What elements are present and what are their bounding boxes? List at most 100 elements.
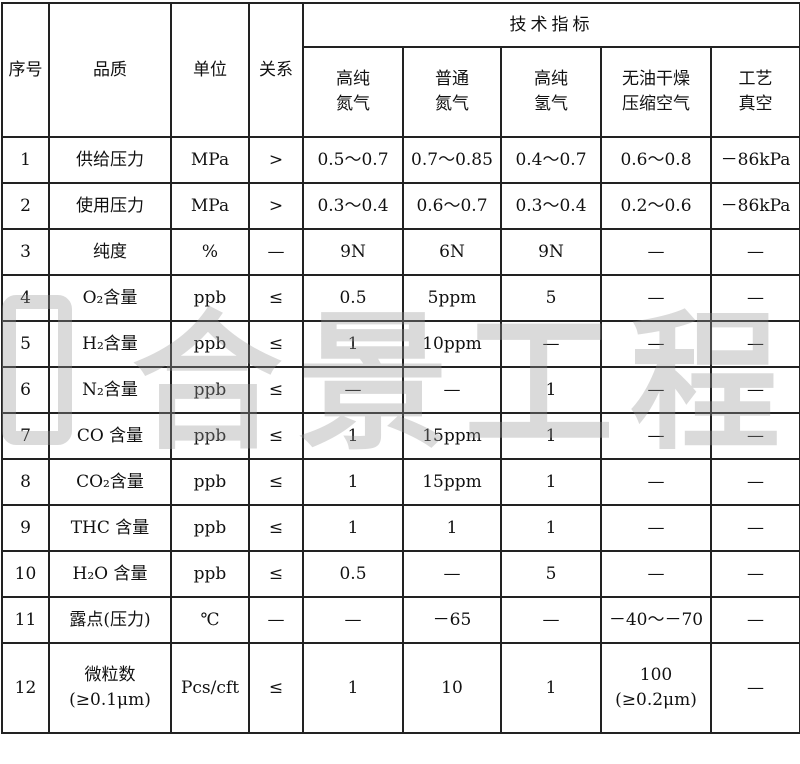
cell-value: 1 xyxy=(500,366,602,414)
table-row: 9 THC 含量 ppb ≤1 1 1— — xyxy=(1,504,800,552)
cell-rel: ≤ xyxy=(248,550,304,598)
table-row: 10 H₂O 含量 ppb ≤0.5—5— — xyxy=(1,550,800,598)
cell-item: 供给压力 xyxy=(48,136,172,184)
cell-value: －86kPa xyxy=(709,182,800,230)
cell-value: 0.3～0.4 xyxy=(302,182,404,230)
cell-rel: ≤ xyxy=(248,504,304,552)
table-row: 11 露点(压力) ℃ — — －65— －40～－70— xyxy=(1,596,800,644)
cell-rel: ≤ xyxy=(248,366,304,414)
table-row: 4 O₂含量 ppb ≤0.5 5ppm 5— — xyxy=(1,274,800,322)
header-column-line: 氮气 xyxy=(336,94,370,114)
header-column-line: 真空 xyxy=(738,94,773,114)
header-column: 高纯 氮气 xyxy=(302,46,404,138)
cell-unit: Pcs/cft xyxy=(170,642,250,734)
cell-no: 9 xyxy=(1,504,50,552)
header-column-line: 无油干燥 xyxy=(622,69,690,90)
table-row: 6 N₂含量 ppb ≤ — —1— — xyxy=(1,366,800,414)
cell-value: — xyxy=(500,320,602,368)
cell-unit: MPa xyxy=(170,136,250,184)
cell-value: — xyxy=(600,320,712,368)
cell-value: 0.2～0.6 xyxy=(600,182,712,230)
cell-no: 11 xyxy=(1,596,50,644)
cell-no: 8 xyxy=(1,458,50,506)
cell-value: — xyxy=(500,596,602,644)
cell-item-line: 微粒数 xyxy=(84,665,136,686)
cell-value: — xyxy=(709,412,800,460)
cell-unit: ppb xyxy=(170,366,250,414)
cell-rel: ≤ xyxy=(248,412,304,460)
cell-unit: % xyxy=(170,228,250,276)
cell-no: 12 xyxy=(1,642,50,734)
cell-unit: ppb xyxy=(170,504,250,552)
cell-no: 7 xyxy=(1,412,50,460)
header-column-line: 高纯 xyxy=(336,69,370,90)
cell-value: －65 xyxy=(402,596,502,644)
cell-value: — xyxy=(302,366,404,414)
cell-item: H₂O 含量 xyxy=(48,550,172,598)
cell-value: — xyxy=(600,458,712,506)
header-item: 品质 xyxy=(48,2,172,138)
cell-value: 0.3～0.4 xyxy=(500,182,602,230)
cell-value: 1 xyxy=(500,412,602,460)
cell-value: — xyxy=(302,596,404,644)
cell-value: 5 xyxy=(500,550,602,598)
cell-value: 0.5～0.7 xyxy=(302,136,404,184)
header-column: 普通 氮气 xyxy=(402,46,502,138)
cell-value: — xyxy=(600,550,712,598)
cell-value: 0.5 xyxy=(302,550,404,598)
cell-value: 10ppm xyxy=(402,320,502,368)
cell-value: －86kPa xyxy=(709,136,800,184)
cell-value: — xyxy=(709,320,800,368)
cell-value: 1 xyxy=(500,642,602,734)
cell-rel: ≤ xyxy=(248,320,304,368)
cell-unit: ℃ xyxy=(170,596,250,644)
spec-table: 序号 品质 单位 关系 技术指标 高纯 氮气 普通 氮气 高纯 氢气 无油干燥 压缩空气 工艺真… xyxy=(1,2,800,734)
cell-value: 1 xyxy=(302,458,404,506)
cell-value: — xyxy=(709,274,800,322)
header-column: 无油干燥 压缩空气 xyxy=(600,46,712,138)
cell-value: 5ppm xyxy=(402,274,502,322)
cell-value: — xyxy=(709,504,800,552)
cell-rel: ≤ xyxy=(248,642,304,734)
cell-rel: > xyxy=(248,136,304,184)
header-column-line: 普通 xyxy=(435,69,469,90)
cell-no: 10 xyxy=(1,550,50,598)
cell-value: — xyxy=(600,228,712,276)
table-row: 5 H₂含量 ppb ≤1 10ppm — — — xyxy=(1,320,800,368)
cell-unit: MPa xyxy=(170,182,250,230)
table-row: 12 微粒数 (≥0.1μm) Pcs/cft ≤1 10 1 100 (≥0.2μm) — xyxy=(1,642,800,734)
cell-value: 100 (≥0.2μm) xyxy=(600,642,712,734)
cell-value: — xyxy=(600,274,712,322)
cell-no: 5 xyxy=(1,320,50,368)
cell-rel: > xyxy=(248,182,304,230)
cell-value: 1 xyxy=(402,504,502,552)
header-column-line: 压缩空气 xyxy=(622,94,690,114)
cell-value: 1 xyxy=(302,642,404,734)
cell-item: 纯度 xyxy=(48,228,172,276)
cell-value: 0.7～0.85 xyxy=(402,136,502,184)
cell-value-line: (≥0.2μm) xyxy=(615,690,697,710)
cell-item: N₂含量 xyxy=(48,366,172,414)
cell-rel: — xyxy=(248,596,304,644)
cell-value: — xyxy=(709,596,800,644)
header-column-line: 工艺 xyxy=(738,69,773,90)
cell-item-line: (≥0.1μm) xyxy=(69,690,151,710)
cell-rel: — xyxy=(248,228,304,276)
cell-rel: ≤ xyxy=(248,458,304,506)
cell-no: 1 xyxy=(1,136,50,184)
header-column: 高纯 氢气 xyxy=(500,46,602,138)
cell-item: 露点(压力) xyxy=(48,596,172,644)
cell-item: CO 含量 xyxy=(48,412,172,460)
cell-value: 15ppm xyxy=(402,458,502,506)
cell-value: — xyxy=(709,642,800,734)
header-relation: 关系 xyxy=(248,2,304,138)
cell-unit: ppb xyxy=(170,550,250,598)
cell-value-line: 100 xyxy=(639,665,673,686)
cell-unit: ppb xyxy=(170,412,250,460)
cell-value: 1 xyxy=(302,412,404,460)
cell-unit: ppb xyxy=(170,320,250,368)
cell-value: 0.6～0.8 xyxy=(600,136,712,184)
cell-value: — xyxy=(600,366,712,414)
cell-value: －40～－70 xyxy=(600,596,712,644)
cell-value: 10 xyxy=(402,642,502,734)
